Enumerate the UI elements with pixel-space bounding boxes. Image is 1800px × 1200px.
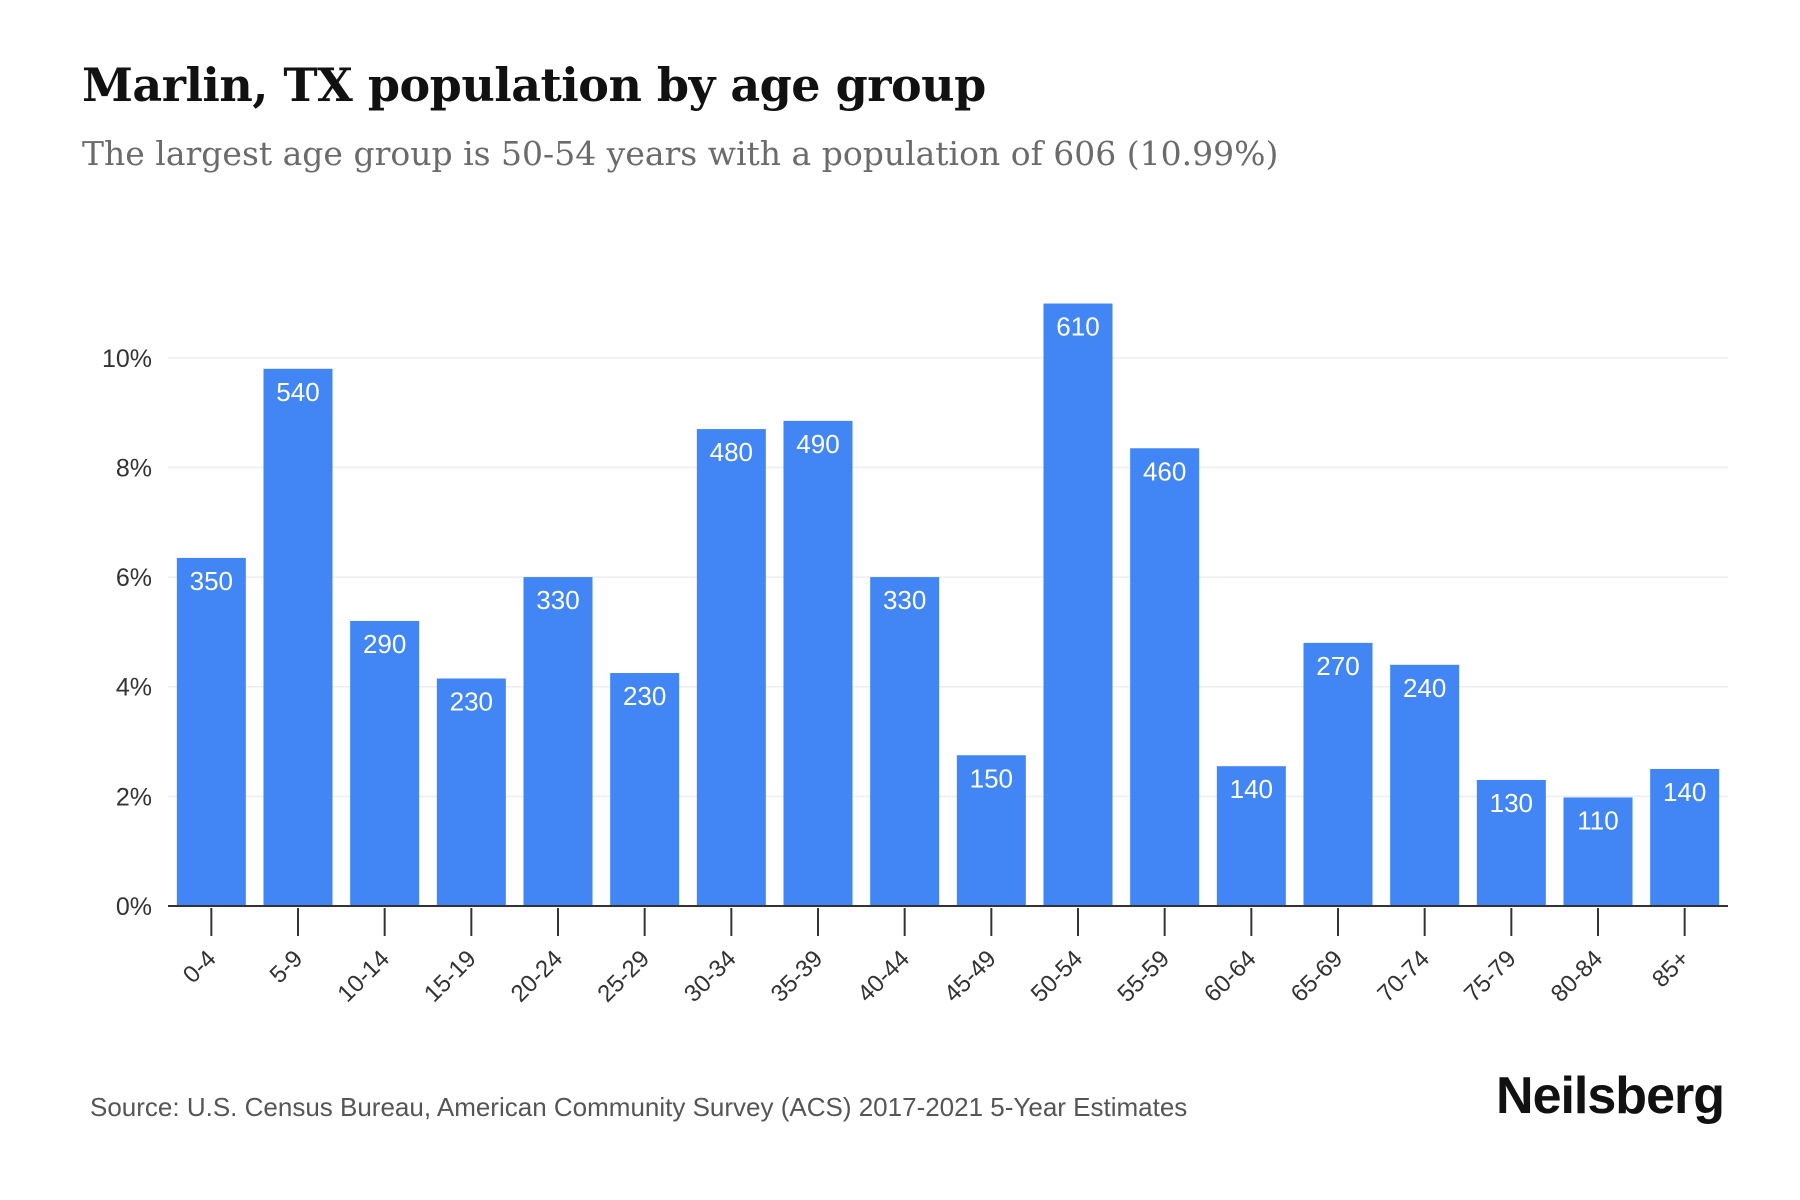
x-tick-label: 5-9 — [265, 945, 309, 989]
bar — [956, 755, 1026, 906]
x-tick-label: 45-49 — [939, 945, 1002, 1008]
bar-value-label: 140 — [1663, 777, 1706, 807]
bar-value-label: 540 — [276, 377, 319, 407]
x-tick-label: 10-14 — [332, 945, 395, 1008]
bar-value-label: 610 — [1056, 312, 1099, 342]
bar — [1476, 779, 1546, 906]
bar — [696, 429, 766, 906]
x-tick-label: 65-69 — [1286, 945, 1349, 1008]
bar — [870, 577, 940, 906]
bar — [350, 620, 420, 906]
bar-value-label: 270 — [1316, 651, 1359, 681]
bar-value-label: 130 — [1490, 788, 1533, 818]
x-tick-label: 40-44 — [852, 945, 915, 1008]
x-tick-label: 70-74 — [1372, 945, 1435, 1008]
brand-logo: Neilsberg — [1496, 1067, 1725, 1125]
bar — [263, 368, 333, 906]
x-tick-label: 0-4 — [178, 945, 222, 989]
bar — [1390, 664, 1460, 906]
x-tick-label: 85+ — [1647, 945, 1695, 993]
y-tick-label: 10% — [102, 345, 152, 373]
bar-value-label: 140 — [1230, 774, 1273, 804]
y-tick-label: 4% — [116, 674, 152, 702]
bar-value-label: 230 — [450, 687, 493, 717]
x-tick-label: 30-34 — [679, 945, 742, 1008]
bar-value-label: 350 — [190, 566, 233, 596]
x-tick-label: 25-29 — [592, 945, 655, 1008]
bar — [1043, 303, 1113, 906]
y-tick-label: 2% — [116, 783, 152, 811]
bar-value-label: 480 — [710, 437, 753, 467]
source-note: Source: U.S. Census Bureau, American Com… — [90, 1092, 1188, 1122]
bar-value-label: 330 — [536, 585, 579, 615]
x-tick-label: 55-59 — [1112, 945, 1175, 1008]
x-tick-label: 35-39 — [766, 945, 829, 1008]
bar — [176, 557, 246, 906]
x-tick-label: 50-54 — [1026, 945, 1089, 1008]
x-tick-label: 75-79 — [1459, 945, 1522, 1008]
bar — [783, 420, 853, 906]
bar-value-label: 460 — [1143, 456, 1186, 486]
x-tick-label: 60-64 — [1199, 945, 1262, 1008]
bar-value-label: 110 — [1577, 805, 1618, 835]
chart-subtitle: The largest age group is 50-54 years wit… — [82, 134, 1279, 173]
bar-value-label: 290 — [363, 629, 406, 659]
bar — [1216, 766, 1286, 906]
bar — [1563, 797, 1633, 906]
bar-value-label: 330 — [883, 585, 926, 615]
bar-value-label: 230 — [623, 681, 666, 711]
y-tick-label: 8% — [116, 454, 152, 482]
x-tick-label: 20-24 — [506, 945, 569, 1008]
bar — [610, 673, 680, 906]
bar — [1303, 642, 1373, 906]
x-tick-label: 15-19 — [419, 945, 482, 1008]
bar-value-label: 490 — [796, 429, 839, 459]
chart-title: Marlin, TX population by age group — [82, 58, 986, 112]
bar — [1650, 768, 1720, 906]
y-tick-label: 0% — [116, 893, 152, 921]
x-tick-label: 80-84 — [1546, 945, 1609, 1008]
bar — [1130, 448, 1200, 906]
bar — [436, 678, 506, 906]
bar-value-label: 150 — [970, 763, 1013, 793]
bar-value-label: 240 — [1403, 673, 1446, 703]
bar — [523, 577, 593, 906]
y-tick-label: 6% — [116, 564, 152, 592]
